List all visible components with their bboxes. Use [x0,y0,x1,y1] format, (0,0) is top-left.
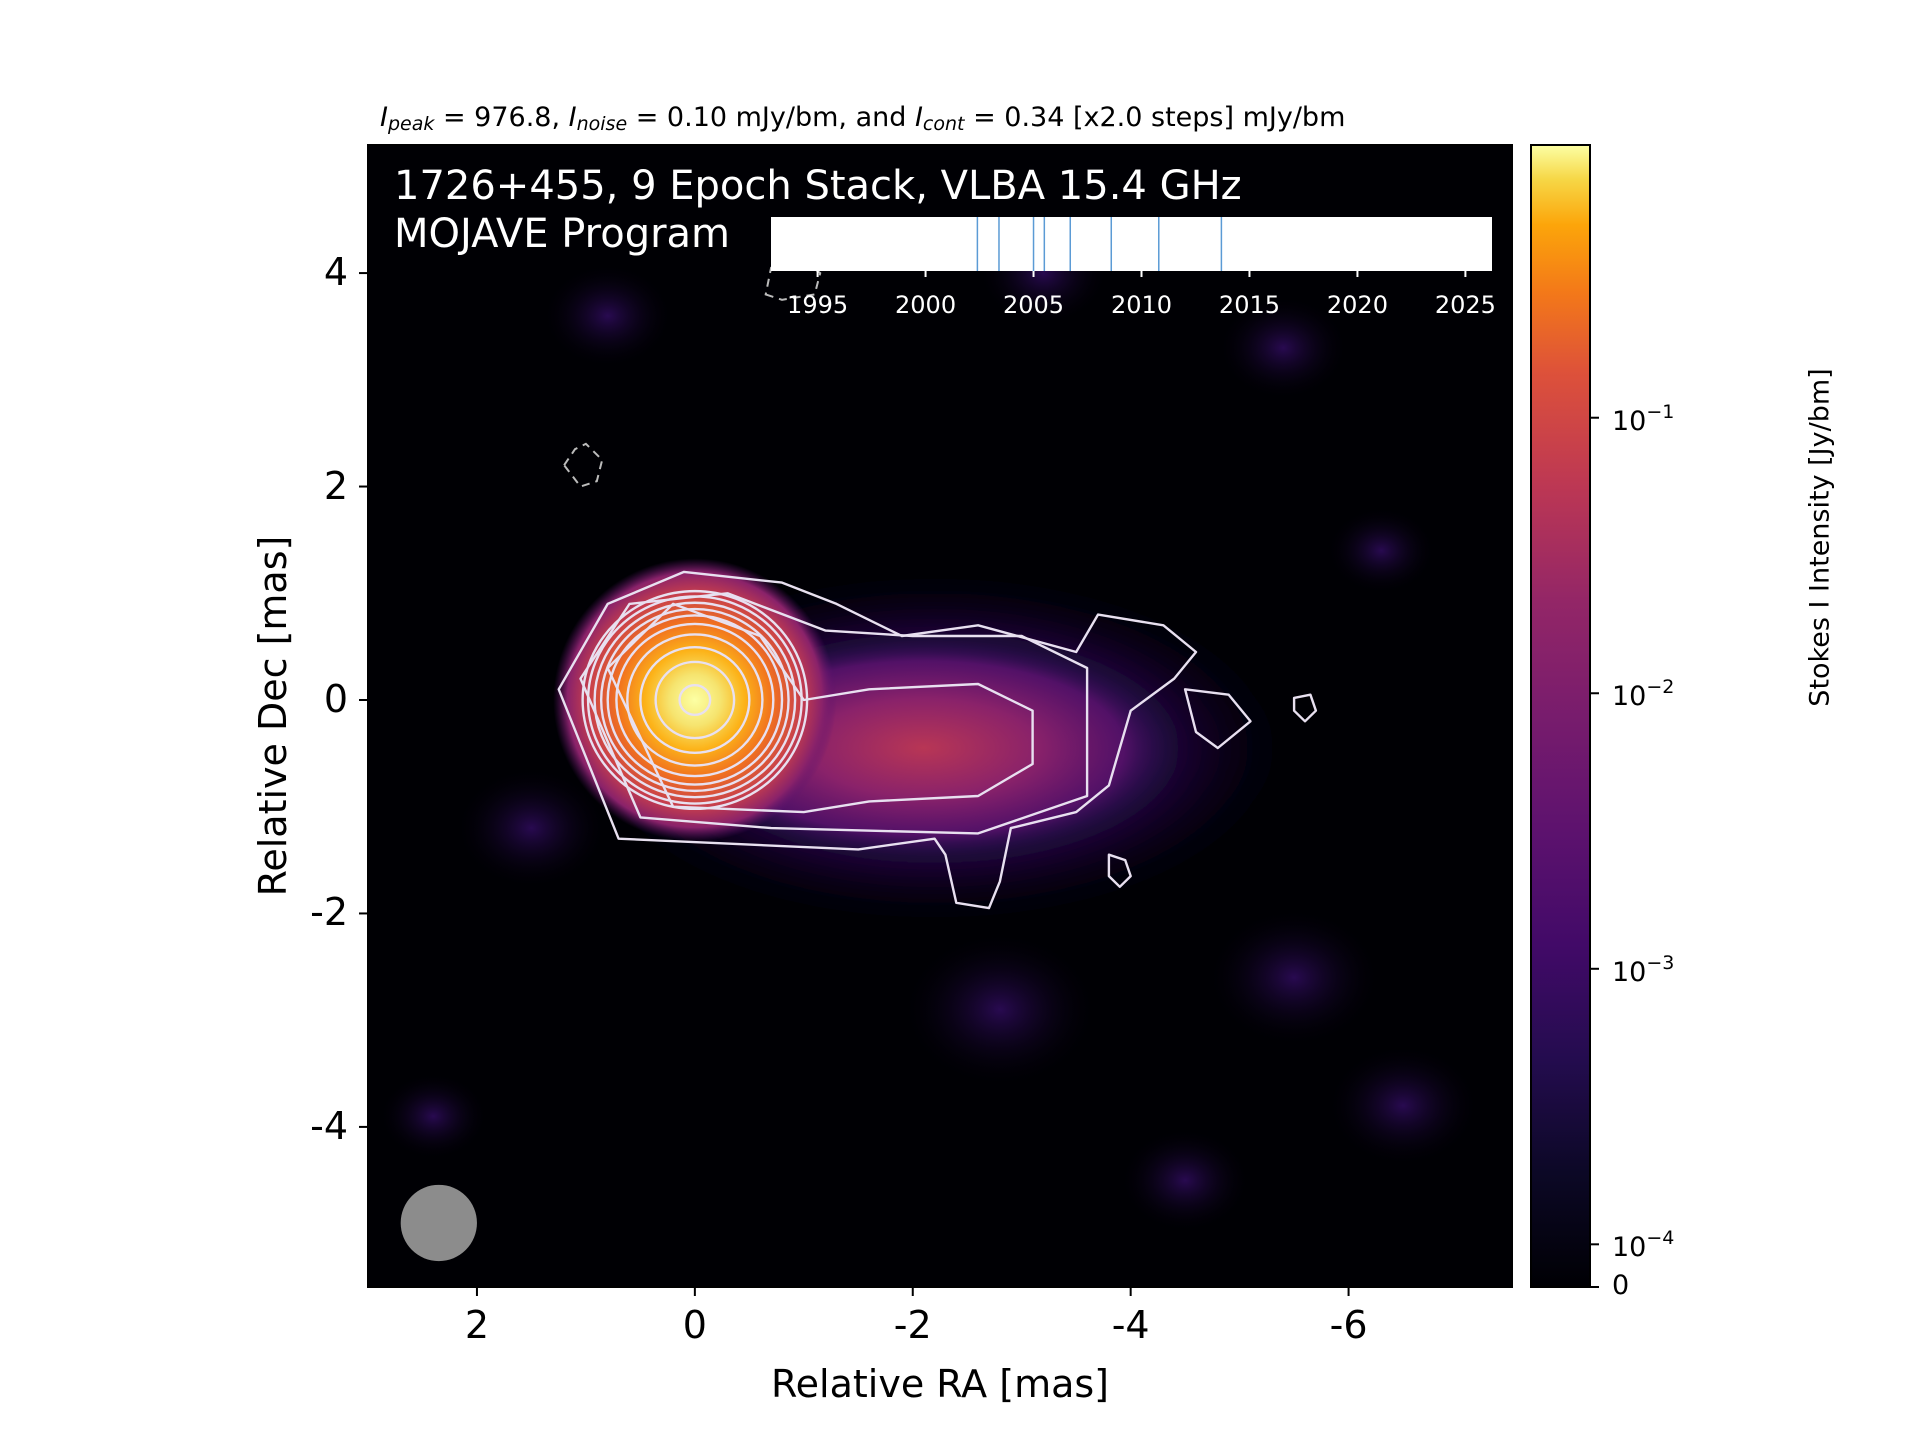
contour-line [615,622,775,778]
x-tick-label: -2 [893,1303,932,1347]
noise-blob [1326,506,1436,595]
colorbar-tick-label: 0 [1612,1270,1630,1301]
colorbar-ticks [1590,416,1599,1288]
beam-ellipse [400,1184,477,1262]
source-title: 1726+455, 9 Epoch Stack, VLBA 15.4 GHz [394,163,1242,209]
noise-blob [542,263,674,369]
timeline-tick-label: 2010 [1110,291,1173,319]
noise-blob [1217,295,1349,401]
core-component [553,558,837,842]
x-tick-label: 2 [464,1303,490,1347]
y-axis-ticks [359,272,368,1128]
noise-blob [1326,1044,1480,1167]
y-tick-label: 0 [323,676,348,721]
colorbar-tick-label: 10−4 [1612,1227,1675,1264]
contour-line [579,592,1089,835]
contour-line [1183,688,1252,750]
noise-blob [901,931,1098,1088]
intensity-image [378,220,1480,1233]
colorbar [1530,144,1591,1288]
contour-line [654,660,736,740]
y-tick-label: 2 [323,463,348,508]
colorbar-label: Stokes I Intensity [Jy/bm] [1804,368,1836,707]
chart-header: Ipeak = 976.8, Inoise = 0.10 mJy/bm, and… [380,102,1346,135]
program-label: MOJAVE Program [394,211,731,257]
y-tick-label: -2 [310,890,348,935]
colorbar-tick-label: 10−1 [1612,400,1675,437]
colorbar-tick-label: 10−2 [1612,676,1675,713]
x-tick-label: -6 [1329,1303,1368,1347]
noise-blob [1206,907,1382,1048]
x-axis-ticks [475,1287,1350,1296]
contour-line [593,601,797,799]
y-tick-label: 4 [323,250,348,295]
contour-line [1292,693,1318,723]
plot-frame [367,144,1513,1288]
contour-line [639,645,751,755]
y-tick-label: -4 [310,1103,348,1148]
x-axis-label: Relative RA [mas] [770,1362,1109,1406]
noise-blob [378,1072,488,1160]
noise-blob [1119,1127,1251,1233]
timeline-tick-label: 2000 [895,291,957,319]
timeline-tick-label: 2020 [1326,291,1388,319]
contour-line [557,570,1198,910]
timeline-box [771,217,1492,271]
contour-line [1107,853,1132,888]
timeline-tick-label: 2025 [1434,291,1496,319]
contour-line [606,614,784,786]
contour-line [626,633,764,767]
timeline-tick-label: 2015 [1218,291,1280,319]
contour-line [678,683,712,716]
x-tick-label: 0 [682,1303,707,1347]
timeline-tick-label: 1995 [787,291,849,319]
contour-line [606,602,1034,814]
negative-contour [562,442,604,488]
x-tick-label: -4 [1111,1303,1150,1347]
noise-blob [455,767,608,890]
contour-line [599,607,790,793]
colorbar-tick-label: 10−3 [1612,951,1675,988]
timeline-tick-label: 2005 [1002,291,1065,319]
timeline-epochs [816,217,1467,277]
